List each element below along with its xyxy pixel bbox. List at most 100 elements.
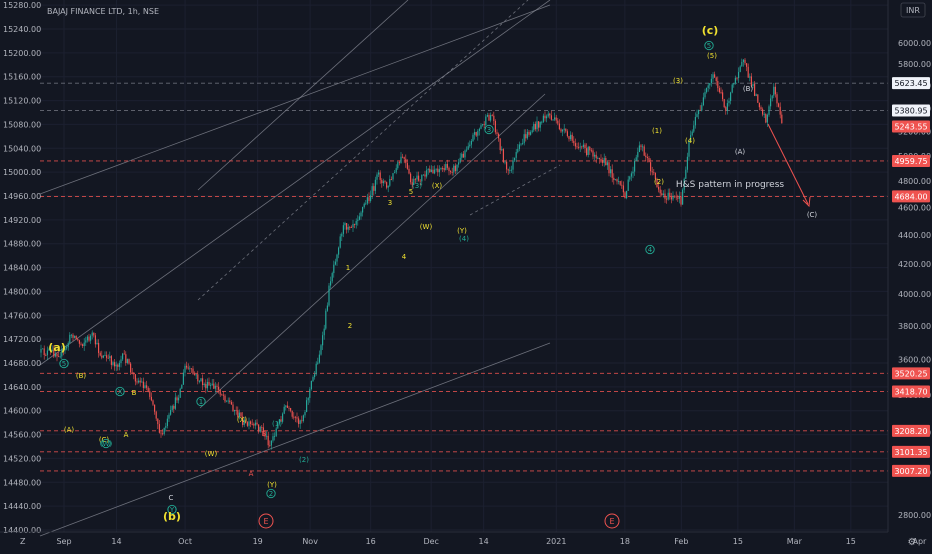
candle-body	[600, 158, 602, 161]
candle-body	[747, 66, 749, 78]
x-axis-tick-label: Nov	[302, 537, 318, 546]
price-level-badge[interactable]: 3520.25	[892, 367, 930, 380]
candle-body	[522, 143, 524, 144]
right-axis[interactable]: 6000.005800.005600.005400.005200.005000.…	[892, 39, 931, 520]
candle-body	[64, 348, 66, 351]
candle	[67, 341, 69, 351]
candle	[539, 121, 541, 132]
candle	[594, 152, 596, 161]
candle-body	[195, 374, 197, 376]
left-axis-tick-label: 14640.00	[3, 383, 41, 392]
candle-body	[165, 426, 167, 428]
settings-gear-icon[interactable]: ⚙	[908, 537, 917, 548]
candle	[434, 165, 436, 175]
price-level-badge[interactable]: 3101.35	[892, 445, 930, 458]
price-level-badge[interactable]: 5623.45	[892, 77, 930, 90]
price-level-badge[interactable]: 5243.55	[892, 120, 930, 133]
candle-body	[256, 422, 258, 425]
candle	[344, 221, 346, 230]
price-level-badge[interactable]: 3007.20	[892, 464, 930, 477]
left-axis[interactable]: 15280.00 15240.00 15200.00 15160.00 15120.00…	[3, 1, 41, 535]
trend-line	[39, 4, 551, 195]
candle	[653, 169, 655, 176]
candle-body	[154, 404, 156, 412]
candle	[586, 143, 588, 157]
candle-body	[773, 86, 775, 96]
currency-selector[interactable]: INR	[900, 2, 926, 18]
right-axis-tick-label: 4000.00	[898, 290, 931, 299]
x-axis-tick-label: 19	[253, 537, 263, 546]
price-level-badge[interactable]: 4684.00	[892, 190, 930, 203]
candle-body	[170, 410, 172, 415]
candle-body	[386, 182, 388, 188]
wave-label: (1)	[652, 127, 662, 135]
event-marker-icon[interactable]	[258, 513, 274, 529]
candle-body	[67, 343, 69, 348]
candle-body	[779, 106, 781, 115]
candle	[222, 391, 224, 400]
candle	[152, 399, 154, 407]
candle-body	[190, 368, 192, 370]
candle	[61, 345, 63, 360]
candle	[347, 223, 349, 233]
candle-body	[109, 356, 111, 358]
candle	[474, 128, 476, 140]
right-axis-tick-label: 4600.00	[898, 204, 931, 213]
candle-body	[219, 389, 221, 395]
candle	[514, 157, 516, 162]
wave-label: (B)	[76, 372, 87, 380]
candle	[336, 253, 338, 266]
wave-label: A	[124, 431, 129, 439]
candle-body	[531, 130, 533, 133]
price-level-badge[interactable]: 3418.70	[892, 385, 930, 398]
event-marker-label[interactable]: E	[609, 517, 614, 526]
candle	[416, 171, 418, 183]
candle-body	[62, 349, 64, 351]
x-axis[interactable]: Sep 14 Oct 19 Nov 16 Dec 14 2021 18 Feb 15 Mar 15 Apr	[56, 537, 927, 546]
candle	[56, 352, 58, 362]
price-level-badge[interactable]: 4959.75	[892, 154, 930, 167]
candle	[126, 358, 128, 365]
candle-body	[642, 146, 644, 148]
candle-body	[371, 186, 373, 196]
candle-body	[659, 189, 661, 194]
candle-body	[226, 400, 228, 402]
candle-body	[654, 172, 656, 179]
candle-body	[83, 342, 85, 347]
zoom-reset-icon[interactable]: Z	[20, 537, 26, 546]
candle	[242, 412, 244, 428]
candle-body	[622, 185, 624, 193]
price-level-badge-label: 3101.35	[894, 448, 927, 457]
candle-body	[518, 144, 520, 149]
candle-body	[208, 381, 210, 386]
wave-label: 3	[487, 126, 491, 134]
candle	[690, 130, 692, 143]
price-level-badge[interactable]: 5380.95	[892, 104, 930, 117]
candle-body	[595, 154, 597, 159]
candle	[170, 405, 172, 416]
candle	[504, 160, 506, 165]
candle-body	[162, 433, 164, 435]
event-marker-icon[interactable]	[604, 513, 620, 529]
price-level-badge[interactable]: 3208.20	[892, 424, 930, 437]
candle	[314, 371, 316, 380]
candle-body	[488, 114, 490, 121]
candle	[230, 399, 232, 405]
trend-line	[39, 0, 551, 366]
candle	[200, 378, 202, 383]
candle	[446, 159, 448, 170]
candle-body	[757, 94, 759, 103]
event-marker-label[interactable]: E	[263, 517, 268, 526]
candle-body	[178, 397, 180, 401]
candle-body	[477, 130, 479, 136]
candle-body	[413, 178, 415, 185]
candle-body	[526, 131, 528, 139]
candle-body	[645, 155, 647, 158]
wave-label: (4)	[685, 137, 695, 145]
currency-label[interactable]: INR	[906, 6, 920, 15]
candle-body	[125, 354, 127, 363]
candle-body	[669, 192, 671, 198]
